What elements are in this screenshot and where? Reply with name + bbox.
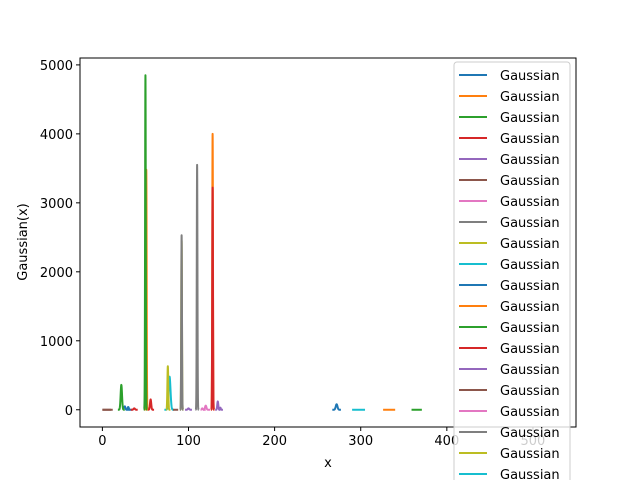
series-line <box>142 74 149 411</box>
plot-area <box>101 74 423 411</box>
legend: Gaussian Gaussian Gaussian Gaussian Gaussian… <box>453 61 571 480</box>
series-line <box>217 406 224 411</box>
y-tick-label: 2000 <box>40 266 73 281</box>
y-tick-label: 0 <box>65 404 73 419</box>
x-tick-label: 400 <box>434 434 459 449</box>
legend-label: Gaussian <box>500 468 560 480</box>
series-line <box>199 407 207 411</box>
series-line <box>184 407 193 411</box>
x-tick-label: 0 <box>98 434 106 449</box>
y-axis-label: Gaussian(x) <box>16 203 31 280</box>
legend-label: Gaussian <box>500 216 560 231</box>
legend-label: Gaussian <box>500 279 560 294</box>
y-tick-label: 5000 <box>40 59 73 74</box>
series-line <box>117 383 126 411</box>
x-tick-label: 300 <box>348 434 373 449</box>
legend-label: Gaussian <box>500 237 560 252</box>
legend-label: Gaussian <box>500 69 560 84</box>
x-tick-label: 200 <box>262 434 287 449</box>
legend-label: Gaussian <box>500 90 560 105</box>
series-line <box>165 365 172 411</box>
legend-label: Gaussian <box>500 321 560 336</box>
legend-label: Gaussian <box>500 447 560 462</box>
x-axis-label: x <box>324 456 332 471</box>
legend-label: Gaussian <box>500 111 560 126</box>
y-tick-label: 3000 <box>40 197 73 212</box>
legend-box <box>453 61 571 480</box>
y-tick-label: 4000 <box>40 128 73 143</box>
legend-label: Gaussian <box>500 342 560 357</box>
series-line <box>331 403 342 411</box>
legend-label: Gaussian <box>500 363 560 378</box>
legend-label: Gaussian <box>500 174 560 189</box>
legend-label: Gaussian <box>500 258 560 273</box>
axes-frame <box>79 57 577 428</box>
legend-label: Gaussian <box>500 153 560 168</box>
legend-label: Gaussian <box>500 195 560 210</box>
x-tick-label: 100 <box>176 434 201 449</box>
series-line <box>194 163 200 411</box>
series-line <box>129 407 139 411</box>
legend-label: Gaussian <box>500 426 560 441</box>
legend-label: Gaussian <box>500 405 560 420</box>
y-tick-label: 1000 <box>40 335 73 350</box>
legend-label: Gaussian <box>500 300 560 315</box>
series-line <box>178 234 185 411</box>
legend-label: Gaussian <box>500 132 560 147</box>
legend-label: Gaussian <box>500 384 560 399</box>
series-line <box>147 398 155 411</box>
series-line <box>209 186 216 411</box>
